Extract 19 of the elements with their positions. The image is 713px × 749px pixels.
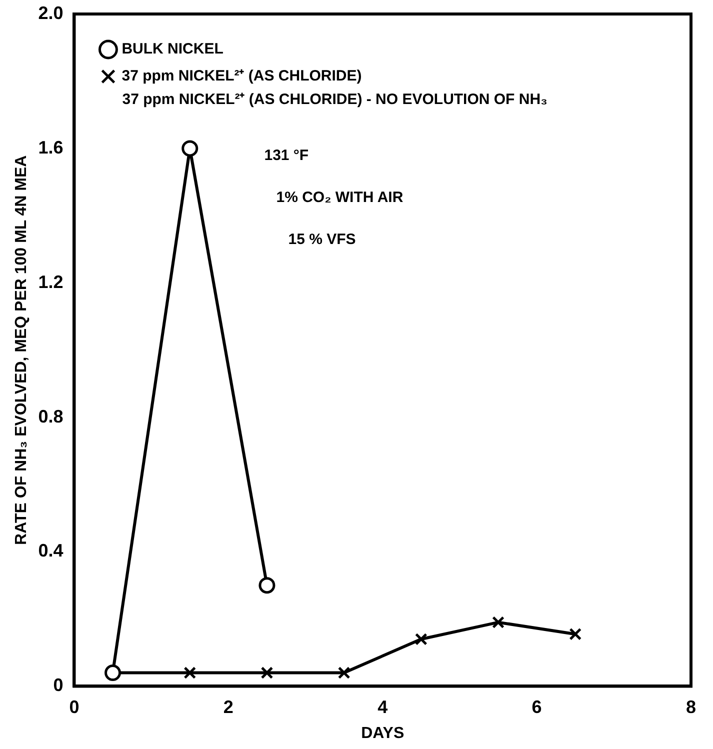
legend-label: 37 ppm NICKEL²⁺ (AS CHLORIDE) <box>122 68 362 85</box>
x-tick-label: 0 <box>69 696 80 717</box>
x-tick-label: 2 <box>223 696 234 717</box>
x-axis-title: DAYS <box>361 724 404 742</box>
y-tick-label: 1.2 <box>38 272 64 292</box>
y-tick-label: 0.4 <box>38 540 64 561</box>
x-tick-label: 8 <box>686 696 696 717</box>
y-axis-title: RATE OF NH₃ EVOLVED, MEQ PER 100 ML 4N MEA <box>13 154 30 545</box>
y-tick-label: 2.0 <box>38 2 64 23</box>
legend-label: BULK NICKEL <box>122 40 224 58</box>
annotation: 1% CO₂ WITH AIR <box>276 189 404 206</box>
x-tick-label: 4 <box>378 696 388 717</box>
annotation: 37 ppm NICKEL²⁺ (AS CHLORIDE) - NO EVOLUTION OF NH₃ <box>122 91 548 108</box>
y-tick-label: 0.8 <box>38 406 64 426</box>
y-tick-label: 0 <box>53 675 64 696</box>
y-tick-label: 1.6 <box>38 137 64 158</box>
annotation: 131 °F <box>264 147 309 164</box>
x-tick-label: 6 <box>532 696 542 717</box>
annotation: 15 % VFS <box>288 231 356 248</box>
